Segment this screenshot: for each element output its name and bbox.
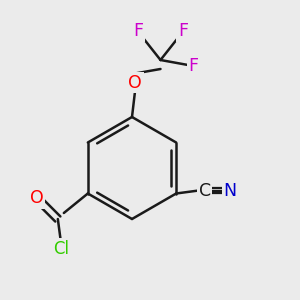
Text: Cl: Cl: [53, 240, 69, 258]
Text: O: O: [128, 74, 142, 92]
Text: N: N: [224, 182, 237, 200]
Text: F: F: [133, 22, 143, 40]
Text: O: O: [30, 189, 44, 207]
Text: C: C: [199, 182, 211, 200]
Text: F: F: [178, 22, 188, 40]
Text: F: F: [188, 57, 199, 75]
